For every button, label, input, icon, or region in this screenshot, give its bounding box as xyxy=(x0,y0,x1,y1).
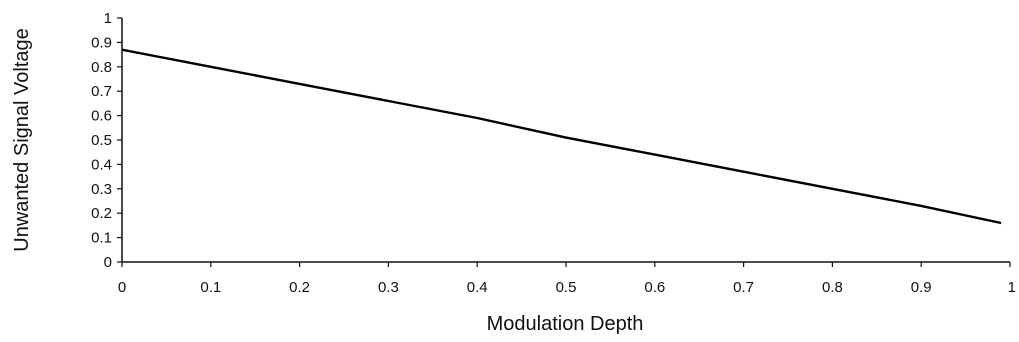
x-tick-label: 0.8 xyxy=(822,279,843,296)
x-tick-label: 0.6 xyxy=(644,279,665,296)
y-tick-label: 0.8 xyxy=(91,59,112,76)
y-tick-label: 0.4 xyxy=(91,156,112,173)
x-tick-label: 0.4 xyxy=(467,279,488,296)
x-tick-label: 1 xyxy=(1008,279,1016,296)
y-tick-label: 0.9 xyxy=(91,34,112,51)
x-tick-label: 0.1 xyxy=(200,279,221,296)
x-axis-title: Modulation Depth xyxy=(487,313,644,335)
x-tick-label: 0.9 xyxy=(911,279,932,296)
tick-labels: 0 0.1 0.2 0.3 0.4 0.5 0.6 0.7 0.8 0.9 1 0 0.1 0.2 0.3 0… xyxy=(91,10,1016,296)
y-tick-label: 1 xyxy=(104,10,112,27)
x-tick-label: 0.7 xyxy=(733,279,754,296)
x-tick-label: 0 xyxy=(118,279,126,296)
y-tick-label: 0.6 xyxy=(91,108,112,125)
y-tick-label: 0.2 xyxy=(91,205,112,222)
series-line-0 xyxy=(121,48,1002,225)
y-tick-label: 0 xyxy=(104,254,112,271)
y-tick-label: 0.3 xyxy=(91,181,112,198)
x-tick-label: 0.5 xyxy=(556,279,577,296)
series-lines xyxy=(121,48,1002,225)
y-tick-label: 0.7 xyxy=(91,83,112,100)
y-tick-label: 0.5 xyxy=(91,132,112,149)
x-tick-label: 0.3 xyxy=(378,279,399,296)
x-tick-label: 0.2 xyxy=(289,279,310,296)
axes xyxy=(117,17,1011,267)
y-axis-title: Unwanted Signal Voltage xyxy=(11,28,33,252)
y-tick-label: 0.1 xyxy=(91,230,112,247)
